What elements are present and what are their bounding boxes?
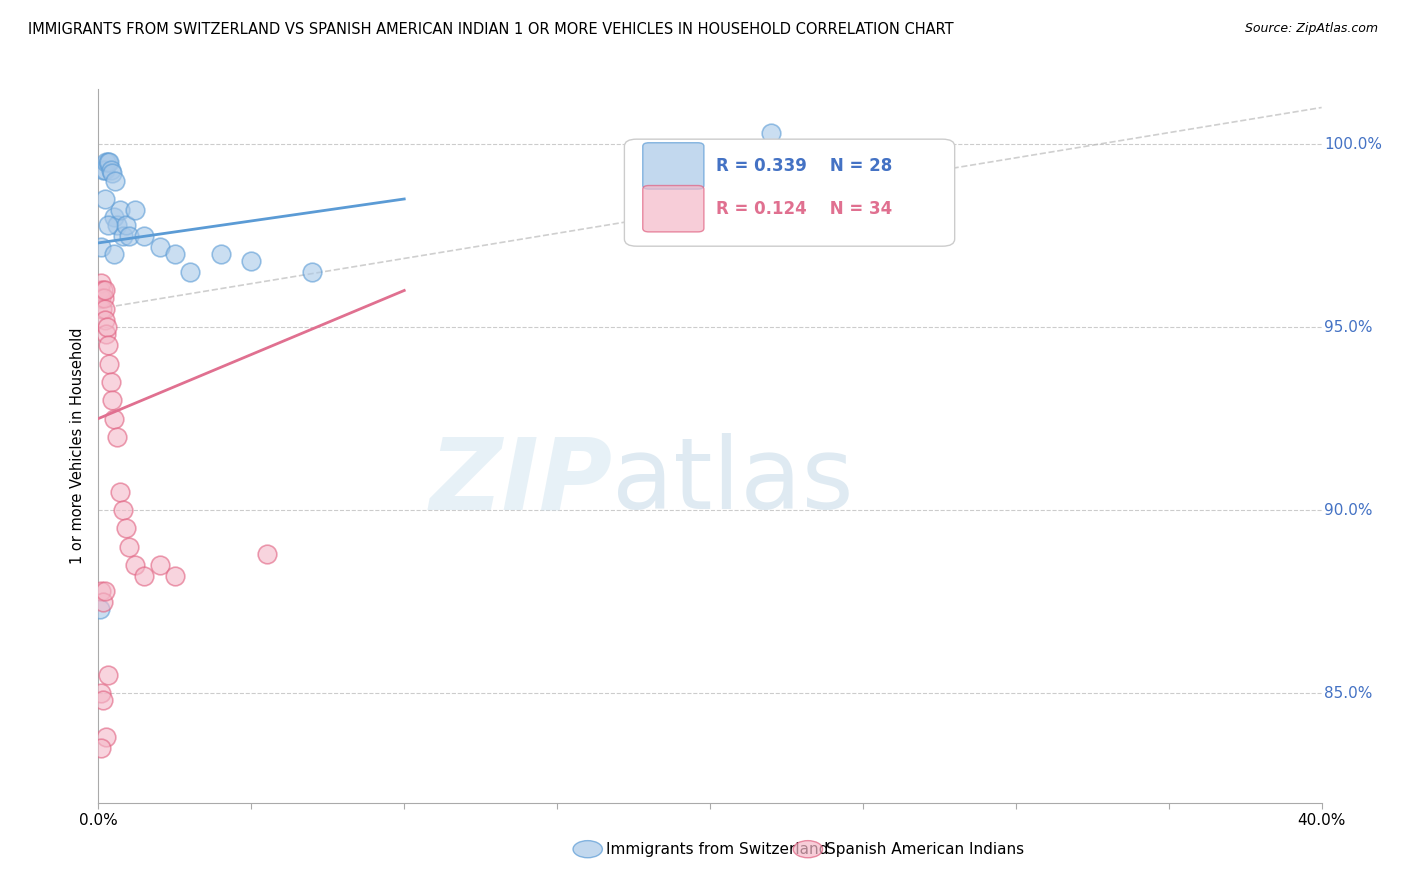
Point bbox=[91, 162, 114, 177]
Point bbox=[100, 162, 122, 177]
Point bbox=[124, 202, 146, 217]
Text: Immigrants from Switzerland: Immigrants from Switzerland bbox=[606, 842, 828, 856]
Point bbox=[94, 730, 117, 744]
Point bbox=[115, 521, 138, 535]
Point bbox=[89, 602, 111, 616]
Point bbox=[97, 218, 120, 232]
Point bbox=[101, 166, 124, 180]
Point bbox=[179, 265, 201, 279]
FancyBboxPatch shape bbox=[624, 139, 955, 246]
Text: R = 0.339    N = 28: R = 0.339 N = 28 bbox=[716, 157, 893, 175]
Text: 95.0%: 95.0% bbox=[1324, 319, 1372, 334]
Point bbox=[124, 558, 146, 572]
Text: R = 0.124    N = 34: R = 0.124 N = 34 bbox=[716, 200, 893, 218]
Point bbox=[103, 247, 125, 261]
Point bbox=[93, 284, 115, 298]
Point bbox=[97, 667, 120, 681]
Point bbox=[90, 740, 112, 755]
Point bbox=[91, 594, 114, 608]
Point bbox=[103, 411, 125, 425]
Point bbox=[163, 247, 186, 261]
Text: Source: ZipAtlas.com: Source: ZipAtlas.com bbox=[1244, 22, 1378, 36]
Text: 100.0%: 100.0% bbox=[1324, 136, 1382, 152]
Point bbox=[105, 430, 128, 444]
Circle shape bbox=[793, 840, 823, 858]
Text: atlas: atlas bbox=[612, 434, 853, 530]
Text: 90.0%: 90.0% bbox=[1324, 502, 1372, 517]
Text: ZIP: ZIP bbox=[429, 434, 612, 530]
Point bbox=[108, 202, 131, 217]
Point bbox=[111, 503, 134, 517]
Point bbox=[97, 338, 120, 352]
Point bbox=[93, 291, 115, 305]
Point bbox=[98, 155, 121, 169]
Point bbox=[94, 155, 117, 169]
Point bbox=[93, 162, 115, 177]
Text: 85.0%: 85.0% bbox=[1324, 686, 1372, 700]
Point bbox=[103, 211, 125, 225]
Point bbox=[96, 320, 118, 334]
Point bbox=[101, 393, 124, 408]
Point bbox=[149, 239, 172, 253]
Point bbox=[111, 228, 134, 243]
Point bbox=[93, 301, 115, 316]
Point bbox=[89, 284, 111, 298]
Point bbox=[94, 327, 117, 342]
Point bbox=[90, 239, 112, 253]
Y-axis label: 1 or more Vehicles in Household: 1 or more Vehicles in Household bbox=[69, 327, 84, 565]
Point bbox=[149, 558, 172, 572]
Point bbox=[91, 284, 114, 298]
Point bbox=[97, 155, 120, 169]
Point bbox=[105, 218, 128, 232]
Point bbox=[93, 192, 115, 206]
Point bbox=[94, 312, 117, 326]
Text: Spanish American Indians: Spanish American Indians bbox=[827, 842, 1025, 856]
Point bbox=[761, 126, 783, 140]
Point bbox=[91, 693, 114, 707]
Point bbox=[90, 291, 112, 305]
Point bbox=[90, 686, 112, 700]
FancyBboxPatch shape bbox=[643, 143, 704, 189]
Point bbox=[91, 301, 114, 316]
Point bbox=[98, 357, 121, 371]
Point bbox=[134, 228, 156, 243]
Point bbox=[90, 276, 112, 290]
Circle shape bbox=[574, 840, 602, 858]
Point bbox=[100, 375, 122, 389]
Point bbox=[209, 247, 232, 261]
Point bbox=[301, 265, 323, 279]
Point bbox=[104, 174, 127, 188]
Text: IMMIGRANTS FROM SWITZERLAND VS SPANISH AMERICAN INDIAN 1 OR MORE VEHICLES IN HOU: IMMIGRANTS FROM SWITZERLAND VS SPANISH A… bbox=[28, 22, 953, 37]
Point bbox=[118, 540, 141, 554]
Point bbox=[163, 569, 186, 583]
Point bbox=[118, 228, 141, 243]
Point bbox=[108, 484, 131, 499]
Point bbox=[240, 254, 263, 268]
Point bbox=[256, 547, 278, 561]
FancyBboxPatch shape bbox=[643, 186, 704, 232]
Point bbox=[115, 218, 138, 232]
Point bbox=[93, 583, 115, 598]
Point bbox=[134, 569, 156, 583]
Point bbox=[90, 583, 112, 598]
